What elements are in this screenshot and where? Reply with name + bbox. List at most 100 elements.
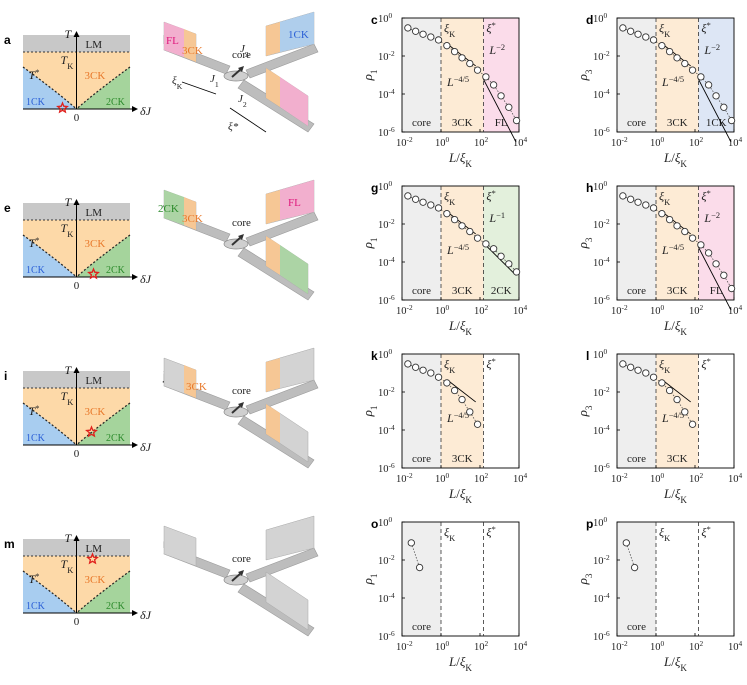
lead-label: 2CK (158, 203, 179, 215)
x-tick-label: 10-2 (396, 135, 413, 150)
quantum-dot (223, 406, 249, 418)
lead-3 (245, 379, 319, 415)
data-point (473, 234, 482, 242)
y-tick-label: 10-4 (593, 423, 610, 438)
band-label: core (412, 453, 431, 465)
lm-label: LM (86, 207, 103, 219)
plot-k: k 10-2 100 102 104 100 10-2 10-4 10-6 L/ξK ρ1 ξK ξ* c… (360, 347, 528, 506)
plot-frame (401, 353, 520, 469)
lead-label: FL (288, 197, 301, 209)
right-region-label: 2CK (106, 601, 126, 612)
data-point (505, 103, 513, 111)
data-point (404, 192, 412, 200)
region-patch (280, 245, 308, 294)
spin-arrow-head (238, 570, 244, 576)
fit-line (698, 247, 732, 311)
lead-label: 3CK (182, 45, 203, 57)
xistar-bracket (229, 107, 267, 133)
x-axis-label: L/ξK (663, 486, 687, 505)
deltaj-label: δJ (140, 104, 152, 118)
data-point (434, 373, 443, 381)
x-tick-label: 104 (728, 471, 743, 486)
data-point (681, 227, 689, 236)
data-point (704, 81, 713, 89)
y-tick-label: 10-2 (378, 49, 395, 64)
band-label: core (412, 285, 431, 297)
y-axis-label: ρ3 (575, 237, 594, 249)
core-label: core (232, 385, 251, 397)
data-point (466, 227, 474, 236)
xistar-label: ξ* (701, 357, 710, 372)
fit-label: L−4/5 (661, 75, 684, 90)
y-tick-label: 10-2 (593, 553, 610, 568)
data-point (434, 36, 443, 44)
x-tick-label: 104 (513, 471, 528, 486)
deltaj-arrow (132, 274, 138, 280)
data-point (415, 563, 424, 572)
band-label: 3CK (452, 453, 473, 465)
fit-label: L−4/5 (446, 75, 469, 90)
left-region-label: 1CK (26, 265, 46, 276)
j3-annot: J3 (240, 43, 249, 59)
plot-d: d 10-2 100 102 104 100 10-2 10-4 10-6 L/ξK ρ3 ξK ξ* c… (575, 11, 743, 170)
data-point (642, 201, 650, 209)
data-point (458, 222, 466, 230)
panel-label: e (4, 201, 11, 215)
quantum-dot (223, 70, 249, 82)
x-tick-label: 104 (513, 135, 528, 150)
data-point (673, 395, 681, 404)
xik-label: ξK (659, 21, 670, 39)
band-label: 2CK (491, 285, 512, 297)
data-point (411, 195, 420, 203)
band-1 (656, 18, 699, 132)
y-tick-label: 10-2 (378, 553, 395, 568)
x-tick-label: 104 (513, 639, 528, 654)
y-tick-label: 10-6 (593, 461, 610, 476)
zero-label: 0 (74, 280, 80, 292)
x-tick-label: 10-2 (396, 303, 413, 318)
xistar-label: ξ* (701, 21, 710, 36)
y-axis-label: ρ1 (360, 238, 379, 250)
y-axis-label: ρ1 (360, 406, 379, 418)
region-patch (266, 358, 280, 392)
data-point (622, 539, 630, 547)
core-label: core (232, 217, 251, 229)
band-1 (441, 18, 484, 132)
x-axis-label: L/ξK (663, 654, 687, 673)
x-tick-label: 100 (435, 471, 450, 486)
band-1 (441, 522, 484, 636)
data-point (512, 268, 521, 276)
data-point (411, 363, 420, 371)
temperature-arrow (73, 199, 80, 205)
deltaj-label: δJ (140, 608, 152, 622)
spin-arrow-head (238, 234, 244, 240)
y-tick-label: 10-4 (378, 591, 395, 606)
data-point (712, 260, 720, 268)
data-point (512, 116, 521, 125)
y-tick-label: 100 (593, 179, 608, 194)
x-tick-label: 102 (689, 135, 704, 150)
plot-frame (616, 521, 735, 637)
data-point (489, 81, 498, 89)
region-patch (266, 190, 280, 224)
lead-label: 1CK (288, 29, 309, 41)
lead-label: FL (166, 35, 179, 47)
data-point (681, 408, 689, 416)
data-point (427, 369, 435, 377)
tstar-label: T* (29, 236, 40, 251)
panel-label: h (586, 181, 593, 195)
fit-label: L−4/5 (446, 411, 469, 426)
schematic: bcoreFL3CK1CKξKJ1J3J2ξ* (163, 11, 319, 133)
deltaj-label: δJ (140, 272, 152, 286)
xik-label: ξK (444, 21, 455, 39)
right-region-label: 2CK (106, 97, 126, 108)
fit-line (698, 79, 732, 143)
band-1 (656, 354, 699, 468)
y-tick-label: 100 (378, 179, 393, 194)
j2-annot: J2 (238, 93, 247, 109)
xistar-label: ξ* (486, 525, 495, 540)
x-tick-label: 100 (435, 639, 450, 654)
data-point (466, 59, 474, 68)
deltaj-arrow (132, 106, 138, 112)
data-point (626, 363, 635, 371)
